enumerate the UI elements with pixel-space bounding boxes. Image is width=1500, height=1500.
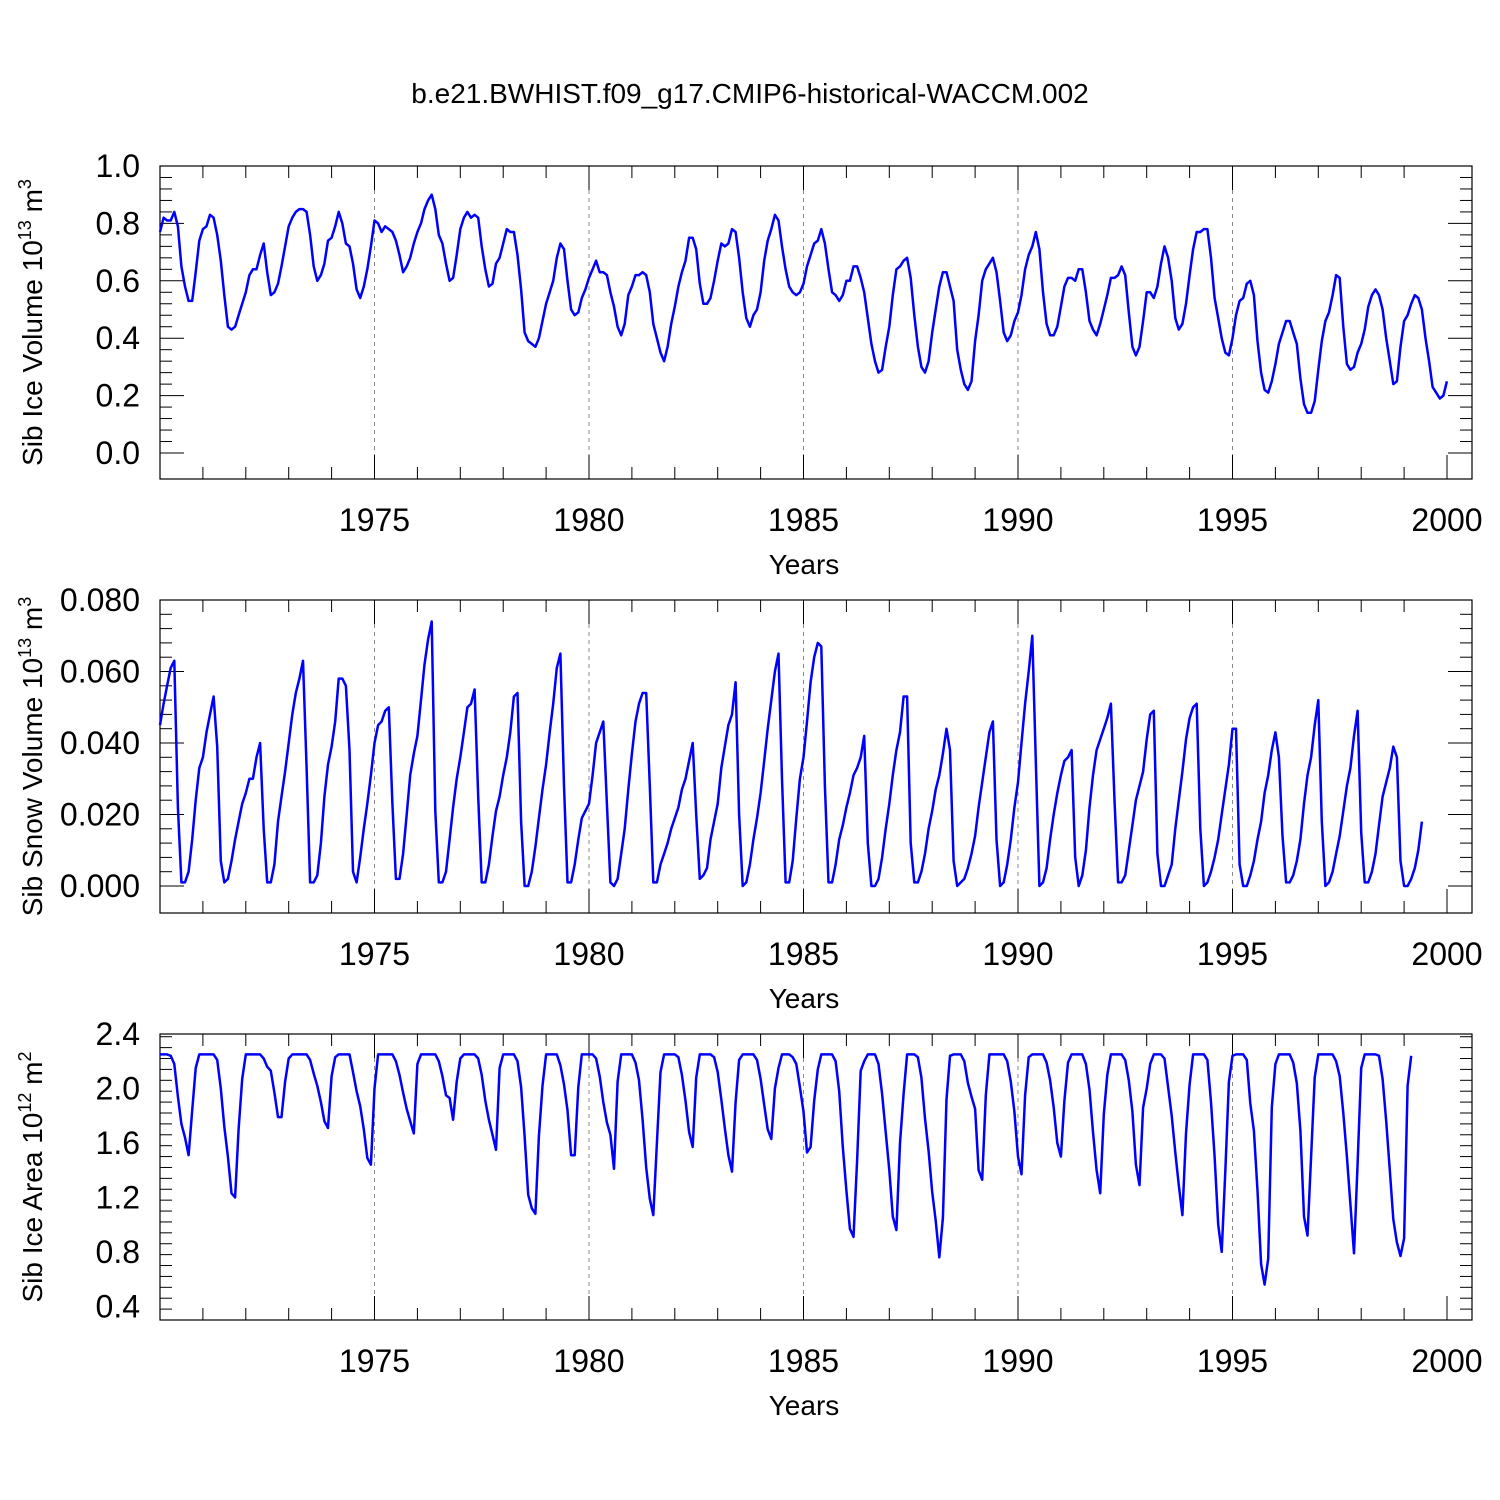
x-tick-label: 1985 bbox=[768, 1343, 839, 1379]
x-tick-label: 1985 bbox=[768, 936, 839, 972]
x-tick-label: 1990 bbox=[982, 936, 1053, 972]
plot-frame bbox=[159, 165, 1473, 480]
x-tick-label: 1975 bbox=[339, 1343, 410, 1379]
x-tick-label: 1980 bbox=[553, 1343, 624, 1379]
plot-frame bbox=[159, 1033, 1473, 1321]
x-axis-label: Years bbox=[769, 1390, 840, 1421]
y-tick-label: 0.040 bbox=[60, 725, 140, 761]
figure-title: b.e21.BWHIST.f09_g17.CMIP6-historical-WA… bbox=[411, 78, 1088, 109]
data-series-line bbox=[160, 1053, 1413, 1286]
y-tick-label: 0.8 bbox=[96, 205, 140, 241]
x-tick-label: 1995 bbox=[1197, 1343, 1268, 1379]
y-tick-label: 2.4 bbox=[96, 1016, 140, 1052]
x-tick-label: 1980 bbox=[553, 936, 624, 972]
y-label-unit: m bbox=[17, 1061, 48, 1092]
y-axis-label: Sib Ice Area 1012 m2 bbox=[15, 1051, 48, 1302]
y-tick-label: 0.2 bbox=[96, 378, 140, 414]
y-label-exponent: 13 bbox=[15, 220, 35, 240]
y-label-exponent: 12 bbox=[15, 1093, 35, 1113]
x-tick-label: 1990 bbox=[982, 502, 1053, 538]
y-tick-label: 1.6 bbox=[96, 1125, 140, 1161]
y-tick-label: 0.8 bbox=[96, 1234, 140, 1270]
y-axis-label: Sib Snow Volume 1013 m3 bbox=[15, 597, 48, 917]
x-tick-label: 1980 bbox=[553, 502, 624, 538]
y-label-main: Sib Ice Area 10 bbox=[17, 1113, 48, 1303]
y-tick-label: 0.4 bbox=[96, 1288, 140, 1324]
y-label-main: Sib Ice Volume 10 bbox=[17, 240, 48, 466]
y-label-unit: m bbox=[17, 607, 48, 638]
y-label-unit-exponent: 3 bbox=[15, 179, 35, 189]
x-tick-label: 1990 bbox=[982, 1343, 1053, 1379]
data-series-line bbox=[158, 193, 1449, 415]
y-label-unit: m bbox=[17, 189, 48, 220]
y-tick-label: 1.0 bbox=[96, 148, 140, 184]
x-tick-label: 1975 bbox=[339, 936, 410, 972]
y-tick-label: 0.080 bbox=[60, 582, 140, 618]
panel-3: 0.4 0.8 1.2 1.6 2.0 2.4 1975 1980 1985 1990 1995 20… bbox=[15, 1016, 1483, 1421]
panel-2: 0.000 0.020 0.040 0.060 0.080 1975 1980 1985 199… bbox=[15, 582, 1483, 1014]
x-tick-label: 1995 bbox=[1197, 502, 1268, 538]
y-tick-label: 0.000 bbox=[60, 868, 140, 904]
x-axis-label: Years bbox=[769, 983, 840, 1014]
y-label-main: Sib Snow Volume 10 bbox=[17, 658, 48, 916]
y-label-exponent: 13 bbox=[15, 638, 35, 658]
y-tick-label: 0.060 bbox=[60, 654, 140, 690]
y-tick-label: 0.020 bbox=[60, 797, 140, 833]
x-tick-label: 1985 bbox=[768, 502, 839, 538]
x-tick-label: 1975 bbox=[339, 502, 410, 538]
x-tick-label: 2000 bbox=[1411, 1343, 1482, 1379]
y-tick-label: 0.0 bbox=[96, 435, 140, 471]
y-tick-label: 0.6 bbox=[96, 263, 140, 299]
panel-1: 0.0 0.2 0.4 0.6 0.8 1.0 1975 1980 1985 1990 1995 20… bbox=[15, 148, 1483, 580]
y-tick-label: 1.2 bbox=[96, 1179, 140, 1215]
y-label-unit-exponent: 3 bbox=[15, 597, 35, 607]
x-tick-label: 2000 bbox=[1411, 502, 1482, 538]
y-tick-label: 2.0 bbox=[96, 1070, 140, 1106]
y-tick-label: 0.4 bbox=[96, 320, 140, 356]
y-label-unit-exponent: 2 bbox=[15, 1051, 35, 1061]
data-series-line bbox=[158, 620, 1424, 888]
x-tick-label: 2000 bbox=[1411, 936, 1482, 972]
y-axis-label: Sib Ice Volume 1013 m3 bbox=[15, 179, 48, 466]
plot-frame bbox=[159, 599, 1473, 914]
x-axis-label: Years bbox=[769, 549, 840, 580]
x-tick-label: 1995 bbox=[1197, 936, 1268, 972]
